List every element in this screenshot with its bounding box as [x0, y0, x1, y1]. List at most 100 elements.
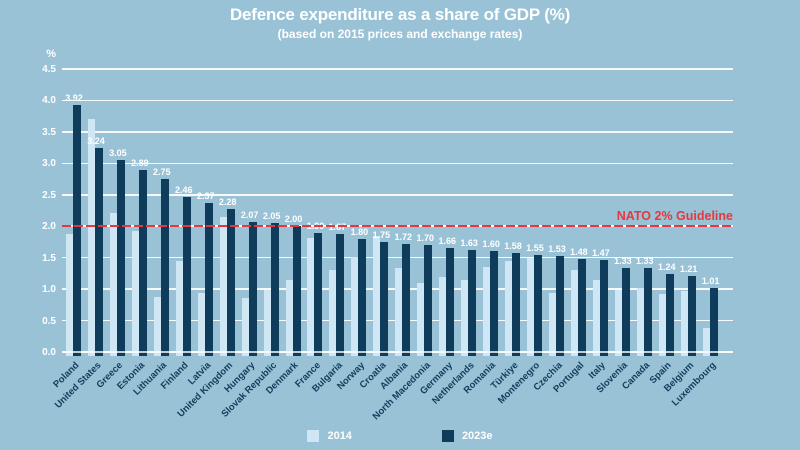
bar-2023e	[138, 170, 147, 356]
y-axis-tick-label: 1.5	[42, 252, 56, 264]
zero-baseline	[62, 351, 733, 353]
bar-group: 1.58 Türkiye	[489, 241, 522, 392]
bar-group: 1.75 Croatia	[358, 230, 390, 391]
bar-2014	[87, 118, 95, 356]
bar-group: 1.80 Norway	[335, 227, 369, 392]
bar-2023e	[643, 268, 652, 356]
bar-group: 1.70 North Macedonia	[370, 233, 434, 422]
bar-2023e	[424, 245, 433, 356]
legend-swatch-2014	[307, 430, 320, 442]
bar-2023e	[336, 234, 345, 356]
plot-area: % 0.0 0.5 1.0 1.5 2.0 2.5 3.0 3.5 4.0 4.5 3.92 Pol…	[42, 48, 733, 422]
bar-2014	[219, 217, 227, 356]
bar-value-label: 2.05	[262, 211, 281, 222]
bar-2014	[329, 269, 337, 356]
bar-value-label: 1.33	[614, 256, 632, 267]
bar-2023e	[314, 232, 323, 356]
bar-value-label: 3.24	[87, 136, 105, 147]
bar-2023e	[73, 105, 81, 356]
y-axis-tick-label: 0.5	[42, 315, 56, 327]
y-axis-tick-label: 2.5	[42, 189, 56, 201]
y-axis-tick-label: 4.0	[42, 95, 56, 107]
bar-2014	[461, 279, 469, 356]
bar-value-label: 1.66	[438, 235, 456, 246]
bar-2014	[66, 233, 73, 356]
nato-guideline-label: NATO 2% Guideline	[616, 209, 733, 224]
bar-group: 2.46 Finland	[159, 185, 192, 391]
bar-group: 1.33 Canada	[620, 256, 654, 392]
bar-value-label: 3.05	[109, 148, 127, 159]
bar-series-container: 3.92 Poland 3.24 United States 3.05 Greece 2.8…	[51, 65, 719, 422]
bar-2014	[680, 291, 688, 356]
bar-2014	[614, 290, 622, 356]
gridline	[62, 194, 733, 196]
bar-group: 1.63 Netherlands	[430, 238, 478, 407]
bar-group: 1.87 Bulgaria	[310, 222, 346, 394]
bar-value-label: 1.80	[350, 226, 369, 237]
legend-item-2014: 2014	[307, 430, 352, 442]
bar-2014	[131, 230, 139, 356]
bar-value-label: 1.70	[416, 233, 435, 244]
bar-value-label: 1.75	[372, 229, 391, 240]
bar-2014	[175, 260, 183, 356]
nato-guideline-line	[62, 225, 733, 228]
bar-2014	[153, 296, 161, 356]
bar-value-label: 1.48	[570, 246, 588, 257]
bar-2014	[548, 292, 556, 356]
bar-2023e	[380, 241, 389, 356]
bar-2014	[439, 277, 447, 356]
bar-2023e	[358, 238, 367, 356]
bar-2014	[351, 257, 359, 356]
bar-value-label: 1.60	[482, 239, 500, 250]
bar-2014	[592, 280, 600, 356]
bar-group: 2.00 Denmark	[264, 214, 302, 396]
bar-2023e	[468, 249, 477, 356]
y-axis-tick-label: 4.5	[42, 64, 56, 75]
bar-2014	[197, 292, 205, 356]
bar-group: 1.90France	[293, 221, 324, 390]
bar-value-label: 2.28	[218, 196, 237, 207]
bar-2023e	[577, 258, 586, 356]
bar-2023e	[512, 252, 521, 356]
bar-2014	[395, 267, 403, 356]
gridline	[62, 256, 733, 259]
bar-group: 2.28 United Kingdom	[175, 197, 236, 420]
bar-2023e	[160, 179, 169, 356]
gridline	[62, 99, 733, 102]
bar-2023e	[490, 251, 499, 356]
bar-value-label: 1.33	[636, 256, 654, 267]
legend-label: 2014	[327, 430, 352, 442]
bar-value-label: 1.21	[679, 263, 698, 274]
y-axis-tick-label: 0.0	[42, 347, 56, 358]
bar-2014	[373, 236, 381, 356]
bar-2014	[636, 288, 644, 356]
bar-value-label: 2.37	[196, 190, 215, 201]
bar-2023e	[248, 221, 257, 356]
gridline	[62, 131, 733, 133]
bar-2014	[570, 269, 578, 356]
bar-group: 1.72 Albania	[379, 232, 413, 392]
bar-2023e	[116, 160, 125, 356]
bar-group: 1.24 Spain	[648, 262, 676, 386]
bar-2014	[702, 328, 710, 356]
bar-group: 1.66 Germany	[418, 236, 456, 397]
bar-2023e	[555, 255, 564, 356]
bar-group: 3.24 United States	[53, 118, 105, 411]
bar-2023e	[204, 202, 213, 356]
bar-2014	[658, 294, 666, 356]
bar-group: 1.53 Czechia	[531, 244, 566, 393]
bar-2023e	[226, 208, 235, 356]
bar-2023e	[94, 148, 103, 356]
y-axis-tick-label: 3.0	[42, 158, 56, 170]
legend: 2014 2023e	[0, 430, 800, 442]
bar-value-label: 1.58	[504, 240, 522, 251]
bar-value-label: 2.75	[153, 167, 171, 178]
bar-2023e	[534, 254, 543, 356]
y-axis-tick-label: 3.5	[42, 126, 56, 138]
bar-2023e	[687, 275, 696, 356]
bar-2014	[483, 267, 491, 356]
legend-label: 2023e	[461, 430, 493, 442]
bar-group: 1.33 Slovenia	[595, 256, 632, 395]
bar-group: 1.01 Luxembourg	[669, 276, 719, 408]
